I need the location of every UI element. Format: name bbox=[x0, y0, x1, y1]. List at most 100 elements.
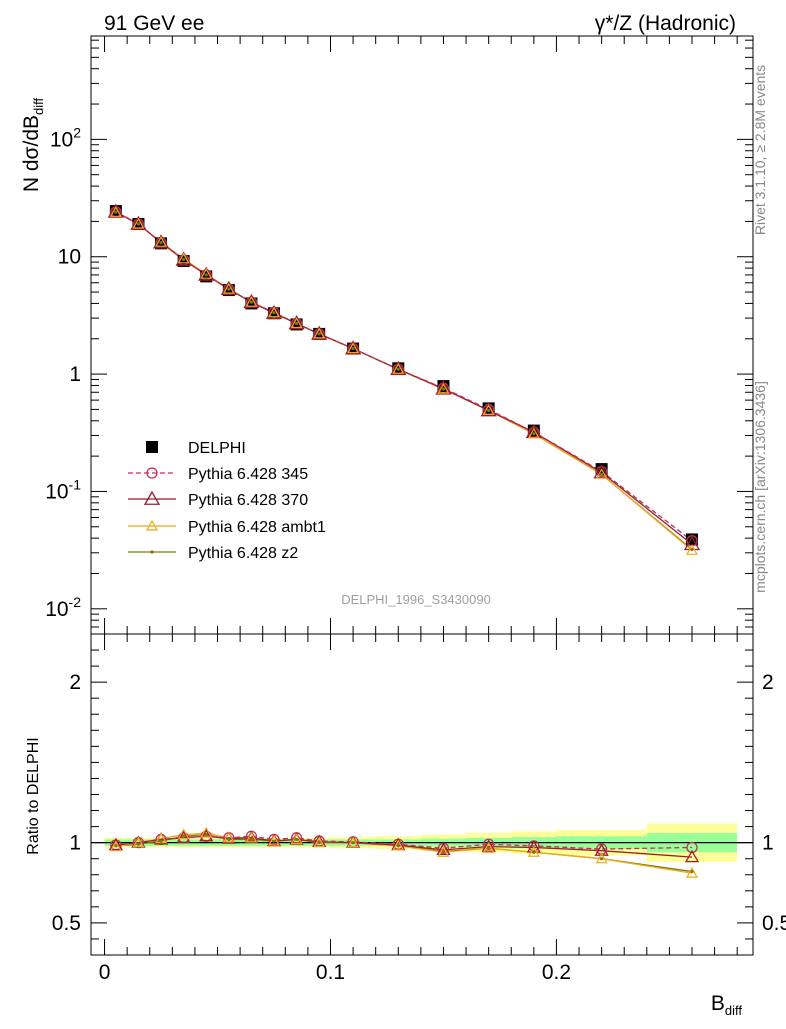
main-point-ambt1 bbox=[245, 295, 258, 307]
ratio-point-ambt1 bbox=[109, 840, 122, 852]
ratio-point-z2 bbox=[272, 839, 276, 843]
main-point-ambt1 bbox=[132, 217, 145, 229]
ratio-y-tick-label: 0.5 bbox=[52, 912, 81, 935]
main-y-tick-label: 10-1 bbox=[45, 476, 81, 503]
main-point-z2 bbox=[441, 387, 446, 391]
legend-marker-p345 bbox=[146, 467, 158, 479]
main-point-z2 bbox=[690, 547, 694, 552]
main-point-p370 bbox=[130, 215, 147, 230]
main-point-ambt1 bbox=[313, 327, 326, 339]
main-point-p370 bbox=[152, 234, 170, 249]
ratio-y-tick-label-right: 2 bbox=[762, 671, 774, 694]
ratio-point-z2 bbox=[159, 839, 163, 843]
ratio-y-tick-label-right: 0.5 bbox=[762, 912, 786, 935]
main-point-ambt1 bbox=[267, 306, 281, 318]
main-y-axis-label: N dσ/dBdiff bbox=[20, 97, 46, 192]
ratio-point-z2 bbox=[532, 850, 536, 854]
legend-label-z2: Pythia 6.428 z2 bbox=[188, 545, 298, 562]
main-point-ambt1 bbox=[392, 362, 405, 374]
main-y-tick-label: 1 bbox=[69, 363, 81, 386]
ratio-point-ambt1 bbox=[222, 831, 235, 843]
ratio-y-tick-label-right: 1 bbox=[762, 832, 774, 855]
main-point-z2 bbox=[249, 300, 254, 304]
ratio-point-z2 bbox=[136, 842, 141, 846]
main-point-ambt1 bbox=[155, 235, 168, 247]
main-point-ambt1 bbox=[222, 282, 235, 294]
header-left: 91 GeV ee bbox=[104, 12, 204, 35]
ratio-point-p370 bbox=[481, 839, 496, 852]
main-point-ambt1 bbox=[347, 342, 360, 354]
ratio-point-z2 bbox=[690, 869, 694, 874]
ratio-y-tick-label: 2 bbox=[69, 671, 81, 694]
main-y-axis-label-sub: diff bbox=[31, 97, 46, 114]
main-point-z2 bbox=[204, 273, 208, 277]
main-point-p370 bbox=[390, 360, 407, 376]
main-y-tick-label-base: 1 bbox=[69, 363, 81, 386]
main-y-tick-label-base: 10 bbox=[58, 246, 81, 269]
main-point-z2 bbox=[227, 287, 231, 291]
legend-marker-p370 bbox=[143, 490, 161, 505]
main-point-z2 bbox=[351, 346, 355, 351]
ratio-point-z2 bbox=[227, 837, 231, 842]
main-point-ambt1 bbox=[177, 252, 190, 264]
legend-label-p345: Pythia 6.428 345 bbox=[188, 466, 308, 483]
main-point-z2 bbox=[272, 311, 276, 315]
main-y-tick-label-base: 10 bbox=[45, 480, 68, 503]
main-point-p370 bbox=[265, 304, 283, 320]
main-point-ambt1 bbox=[200, 267, 213, 279]
ratio-series-line-p345 bbox=[115, 835, 693, 850]
ratio-y-tick-label: 1 bbox=[69, 832, 81, 855]
ratio-point-ambt1 bbox=[437, 846, 450, 857]
legend-label-data: DELPHI bbox=[188, 440, 246, 457]
ratio-point-ambt1 bbox=[245, 831, 258, 843]
legend-marker-data bbox=[146, 441, 158, 453]
main-y-tick-label-exp: -1 bbox=[69, 476, 82, 492]
main-point-z2 bbox=[182, 257, 186, 261]
main-point-ambt1 bbox=[437, 382, 450, 394]
main-point-p370 bbox=[344, 340, 362, 355]
main-point-z2 bbox=[487, 408, 491, 413]
ratio-point-z2 bbox=[351, 841, 355, 845]
main-series-line-p345 bbox=[115, 211, 693, 542]
main-point-ambt1 bbox=[527, 427, 540, 439]
main-point-p370 bbox=[311, 325, 328, 340]
legend-marker-z2 bbox=[150, 550, 154, 554]
ratio-y-axis: 0.5 0.5 1 1 2 2 bbox=[52, 649, 786, 940]
main-point-p370 bbox=[480, 402, 497, 417]
ratio-point-p370 bbox=[108, 837, 123, 851]
main-point-ambt1 bbox=[482, 404, 495, 416]
main-point-ambt1 bbox=[685, 544, 699, 555]
ratio-point-p370 bbox=[594, 843, 609, 856]
main-point-z2 bbox=[532, 432, 536, 436]
main-point-z2 bbox=[317, 332, 321, 336]
ratio-point-ambt1 bbox=[200, 826, 213, 838]
header-right: γ*/Z (Hadronic) bbox=[595, 12, 736, 35]
main-point-z2 bbox=[396, 367, 400, 371]
ratio-point-ambt1 bbox=[177, 828, 190, 840]
ratio-point-z2 bbox=[182, 834, 186, 838]
x-axis-label-sub: diff bbox=[725, 1003, 742, 1018]
mcplots-reference-text: mcplots.cern.ch [arXiv:1306.3436] bbox=[752, 381, 768, 593]
legend-marker-ambt1 bbox=[145, 519, 159, 531]
main-point-ambt1 bbox=[290, 317, 303, 329]
ratio-point-ambt1 bbox=[132, 836, 145, 848]
x-axis-label: Bdiff bbox=[711, 992, 743, 1018]
ratio-point-ambt1 bbox=[595, 852, 608, 864]
main-point-z2 bbox=[159, 240, 163, 245]
main-point-z2 bbox=[114, 210, 118, 214]
main-point-p370 bbox=[220, 280, 237, 295]
ratio-point-z2 bbox=[396, 844, 400, 848]
main-point-ambt1 bbox=[595, 468, 608, 479]
ratio-point-z2 bbox=[295, 837, 299, 842]
legend: DELPHI Pythia 6.428 345 Pythia 6.428 370 Py… bbox=[128, 440, 326, 562]
ratio-point-ambt1 bbox=[347, 836, 360, 848]
main-y-tick-label: 10-2 bbox=[45, 594, 81, 621]
main-point-z2 bbox=[295, 321, 299, 326]
legend-label-p370: Pythia 6.428 370 bbox=[188, 492, 308, 509]
ratio-panel: 0.5 0.5 1 1 2 2 0 0.1 0.2 Ratio to DELPHI Bdiff bbox=[25, 36, 786, 1018]
main-y-tick-label: 10 bbox=[58, 246, 81, 269]
ratio-point-ambt1 bbox=[392, 839, 405, 851]
ratio-point-ambt1 bbox=[267, 834, 281, 846]
main-y-axis-label-main: N dσ/dB bbox=[20, 115, 43, 192]
